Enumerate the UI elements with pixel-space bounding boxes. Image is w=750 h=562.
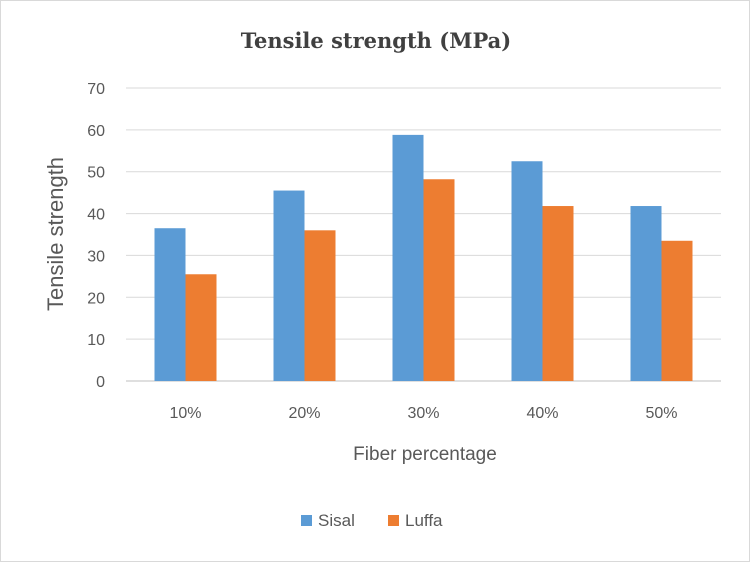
x-tick-label: 50% — [645, 405, 677, 422]
legend-label-sisal: Sisal — [318, 511, 355, 530]
x-tick-label: 20% — [288, 405, 320, 422]
y-axis-ticks: 0 10 20 30 40 50 60 70 — [87, 81, 105, 391]
x-tick-label: 30% — [407, 405, 439, 422]
bar-sisal-20pct — [273, 190, 305, 381]
x-tick-label: 40% — [526, 405, 558, 422]
y-tick-label: 30 — [87, 248, 105, 265]
bar-luffa-50pct — [661, 240, 693, 381]
y-tick-label: 70 — [87, 81, 105, 98]
legend: Sisal Luffa — [301, 511, 443, 530]
bar-luffa-30pct — [423, 179, 455, 381]
y-tick-label: 50 — [87, 165, 105, 182]
bar-sisal-50pct — [630, 206, 662, 381]
y-tick-label: 20 — [87, 290, 105, 307]
chart-title: Tensile strength (MPa) — [241, 28, 511, 53]
x-axis-label: Fiber percentage — [353, 444, 497, 465]
bar-luffa-40pct — [542, 206, 574, 381]
x-tick-label: 10% — [169, 405, 201, 422]
bar-sisal-40pct — [511, 161, 543, 381]
y-tick-label: 10 — [87, 332, 105, 349]
legend-label-luffa: Luffa — [405, 511, 443, 530]
bar-sisal-10pct — [154, 228, 186, 381]
bar-luffa-10pct — [185, 274, 217, 381]
y-tick-label: 60 — [87, 123, 105, 140]
bar-luffa-20pct — [304, 230, 336, 381]
legend-swatch-sisal — [301, 515, 312, 526]
legend-swatch-luffa — [388, 515, 399, 526]
y-tick-label: 40 — [87, 207, 105, 224]
y-tick-label: 0 — [96, 374, 105, 391]
y-axis-label: Tensile strength — [43, 157, 68, 311]
bars — [154, 134, 693, 381]
x-axis-ticks: 10% 20% 30% 40% 50% — [169, 405, 677, 422]
bar-sisal-30pct — [392, 134, 424, 381]
